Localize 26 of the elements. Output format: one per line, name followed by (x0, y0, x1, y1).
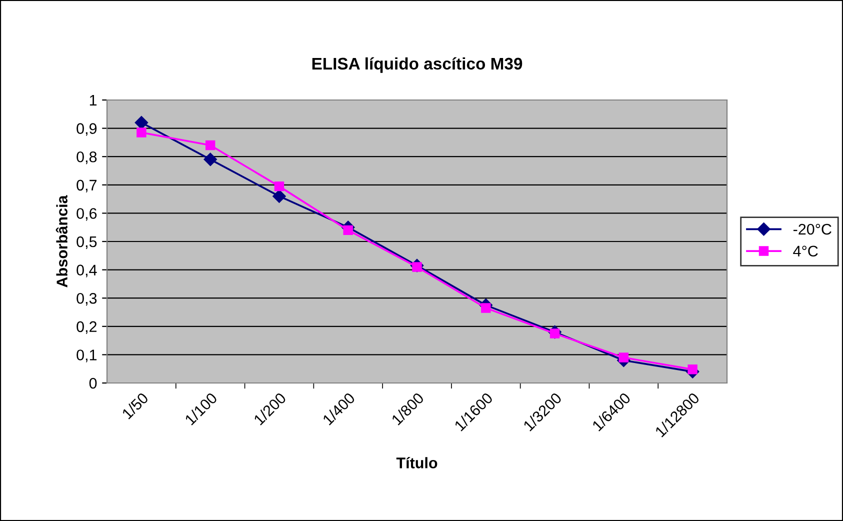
point (136, 128, 146, 138)
point (618, 352, 629, 362)
point (481, 303, 491, 313)
y-tick-label: 0,2 (76, 321, 97, 334)
point (688, 364, 698, 374)
y-tick-label: 0,3 (76, 292, 97, 306)
y-tick-label: 0 (89, 378, 97, 389)
legend-label: -20°C (793, 224, 832, 235)
y-tick-label: 1 (90, 95, 97, 106)
point (274, 181, 284, 192)
point (205, 140, 216, 150)
point (343, 225, 353, 236)
point (204, 152, 217, 166)
y-tick-label: 0,9 (76, 123, 97, 136)
y-tick-label: 0,6 (76, 208, 97, 221)
chart-title: ELISA líquido ascítico M39 (312, 57, 522, 73)
legend-label: 4°C (793, 246, 818, 257)
y-tick-label: 0,1 (76, 350, 97, 362)
y-axis-title: Absorbância (56, 195, 68, 288)
point (272, 190, 286, 203)
y-tick-label: 0,8 (76, 151, 97, 164)
y-tick-label: 0,7 (76, 180, 97, 192)
point (134, 116, 148, 130)
y-tick-label: 0,5 (76, 236, 97, 249)
y-tick-label: 0,4 (76, 264, 97, 278)
x-axis-title: Título (396, 456, 438, 468)
